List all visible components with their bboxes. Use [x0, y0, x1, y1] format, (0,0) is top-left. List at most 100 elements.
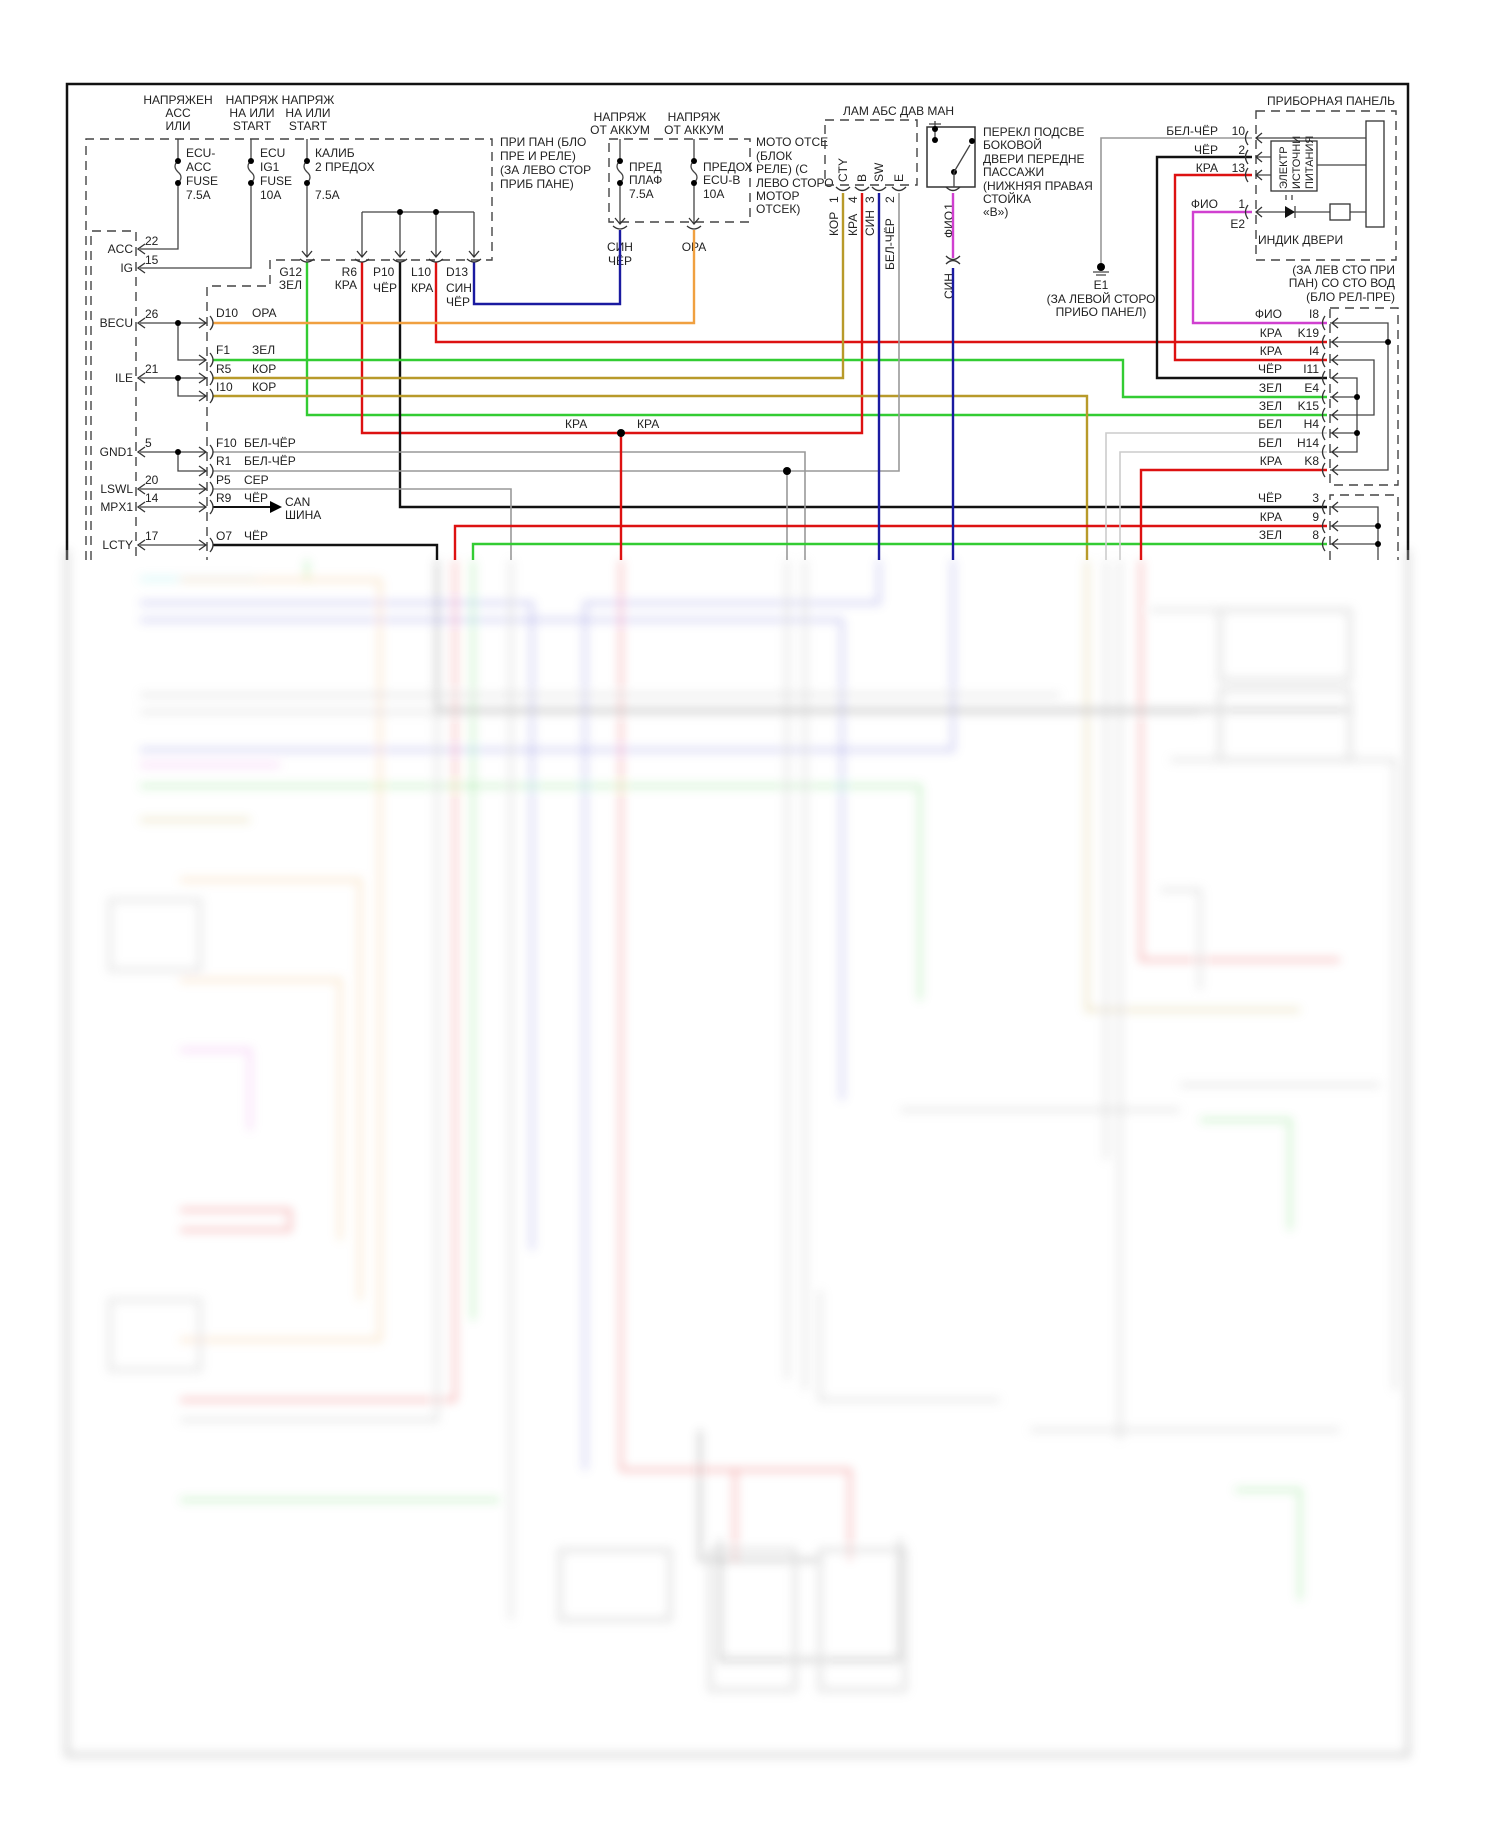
blur-fade-overlay — [60, 550, 1420, 1770]
abs-lamp-pins: CTY B SW E 1 4 3 2 КОР КРА СИН БЕЛ-ЧЁР — [827, 158, 906, 270]
supply-label: НАПРЯЖ — [282, 93, 335, 107]
ecu-pin-name: ILE — [115, 371, 133, 385]
connector-icon — [1321, 462, 1339, 478]
relay-pin-labels: ФИО I8 КРА K19 КРА I4 ЧЁР I11 ЗЕЛ E4 ЗЕЛ K15 БЕЛ H4 БЕ… — [1255, 307, 1319, 542]
wire-color-label: КРА — [1260, 454, 1282, 468]
pin-number: 13 — [1232, 161, 1246, 175]
ecu-pin-name: LCTY — [102, 538, 133, 552]
ecu-pins: ACC 22 IG 15 BECU 26 ILE 21 GND1 5 LSWL … — [100, 234, 159, 552]
block-label: МОТО ОТСЕ — [756, 135, 828, 149]
connector-icon — [198, 481, 214, 497]
wire-color-label: КРА — [411, 281, 433, 295]
splice-dots — [175, 320, 181, 455]
abs-pin-name: B — [855, 174, 869, 182]
wire-color-label: БЕЛ-ЧЁР — [244, 436, 296, 450]
component-label: БОКОВОЙ — [983, 137, 1042, 152]
connector-icon — [466, 250, 482, 263]
connector-icon — [1321, 334, 1339, 350]
wire-red-9 — [453, 524, 1327, 560]
block-label: МОТОР ОТСЕК) — [756, 189, 800, 216]
wire-gray-p5 — [213, 488, 512, 560]
ecu-pin-name: ACC — [108, 242, 134, 256]
abs-pin-name: E — [892, 174, 906, 182]
fuse-label: 10A — [260, 188, 281, 202]
wire-black-ip2 — [1155, 155, 1327, 380]
connector-icon — [1244, 167, 1263, 183]
connector-icon — [198, 444, 214, 460]
wire-color-label: КРА — [1196, 161, 1218, 175]
ecu-outline — [90, 230, 137, 560]
connector-icon — [686, 217, 702, 230]
instrument-panel-title: ПРИБОРНАЯ ПАНЕЛЬ — [1267, 94, 1395, 108]
fuse-label: FUSE — [260, 174, 292, 188]
wire-red-l10 — [434, 262, 1327, 344]
connector-icon — [136, 317, 146, 329]
abs-pin-number: 2 — [883, 196, 897, 203]
abs-pin-name: CTY — [836, 158, 850, 182]
connector-icon — [299, 250, 315, 263]
relay-dots — [1354, 339, 1391, 547]
wire-color-label: ЧЁР — [244, 529, 268, 543]
relay-pin: 9 — [1312, 510, 1319, 524]
connector-icon — [1321, 315, 1339, 331]
ecu-pin-number: 14 — [145, 491, 159, 505]
wire-color-label: БЕЛ-ЧЁР — [244, 454, 296, 468]
connector-icon — [1244, 130, 1263, 146]
wire-brown-i10 — [213, 394, 1089, 560]
instrument-panel-pins: БЕЛ-ЧЁР 10 ЧЁР 2 КРА 13 ФИО 1 E2 — [1166, 124, 1245, 231]
supply-label: НАПРЯЖ — [594, 110, 647, 124]
instrument-panel-outline — [1255, 110, 1397, 261]
wire-white-h14 — [1119, 451, 1327, 560]
relay-pin: K15 — [1298, 399, 1320, 413]
wire-color-label: ФИО — [1191, 197, 1218, 211]
fuse-label: IG1 — [260, 160, 280, 174]
connector-icon — [136, 501, 146, 513]
jb-pin: F1 — [216, 343, 230, 357]
connector-icon — [198, 499, 214, 515]
relay-block2-outline — [1329, 494, 1399, 560]
wire-color-label: ЗЕЛ — [1259, 399, 1282, 413]
jb-pin: D10 — [216, 306, 238, 320]
jb-output-pin: G12 — [279, 265, 302, 279]
meter-bus-bar — [1365, 120, 1385, 228]
jb-pin: O7 — [216, 529, 232, 543]
wire-blue-d13 — [472, 230, 622, 306]
component-label: (НИЖНЯЯ ПРАВАЯ — [983, 179, 1093, 193]
connector-icon — [1321, 536, 1339, 552]
connector-icon — [854, 186, 870, 192]
component-label: ПЕРЕКЛ ПОДСВЕ — [983, 125, 1084, 139]
wire-gray-f10 — [213, 451, 806, 560]
wire-black-p10 — [398, 262, 1327, 509]
can-bus: CAN ШИНА — [213, 495, 321, 522]
relay-pin: 3 — [1312, 491, 1319, 505]
connector-icon — [136, 243, 146, 255]
connector-icon — [1321, 499, 1339, 515]
wire-white-h4 — [1105, 432, 1327, 560]
connector-icon — [1244, 149, 1263, 165]
wire-color-label: ЧЁР — [244, 491, 268, 505]
wire-brown-r5 — [213, 193, 845, 380]
fuse-label: 2 ПРЕДОХ — [315, 160, 375, 174]
jb-bus — [361, 211, 475, 257]
supply-labels: НАПРЯЖЕН ACC ИЛИ НАПРЯЖ НА ИЛИ START НАП… — [143, 93, 724, 137]
relay-pin: I4 — [1309, 344, 1319, 358]
abs-pin-number: 3 — [863, 196, 877, 203]
wire-red-r6 — [360, 193, 864, 435]
wire-gray-r1 — [213, 193, 900, 560]
fuse-label: КАЛИБ — [315, 146, 355, 160]
ground-icon — [1093, 271, 1109, 276]
wire-color-label: ЗЕЛ — [279, 278, 302, 292]
ecu-pin-name: MPX1 — [100, 500, 133, 514]
connector-icon — [1321, 389, 1339, 405]
junction-block-label: ПРИБ ПАНЕ) — [500, 177, 574, 191]
connector-icon — [1321, 425, 1339, 441]
splice-label: КРА — [637, 417, 659, 431]
connector-icon — [1321, 352, 1339, 368]
engine-block-label: МОТО ОТСЕ (БЛОК РЕЛЕ) (С ЛЕВО СТОРО МОТО… — [756, 135, 834, 216]
relay-pin: K19 — [1298, 326, 1320, 340]
wire-color-label: КРА — [846, 214, 860, 236]
abs-lamp-outline — [824, 119, 918, 186]
fuse-label: 10A — [703, 187, 724, 201]
supply-label: ACC — [165, 106, 191, 120]
power-supply-label: ЭЛЕКТР — [1278, 146, 1290, 189]
